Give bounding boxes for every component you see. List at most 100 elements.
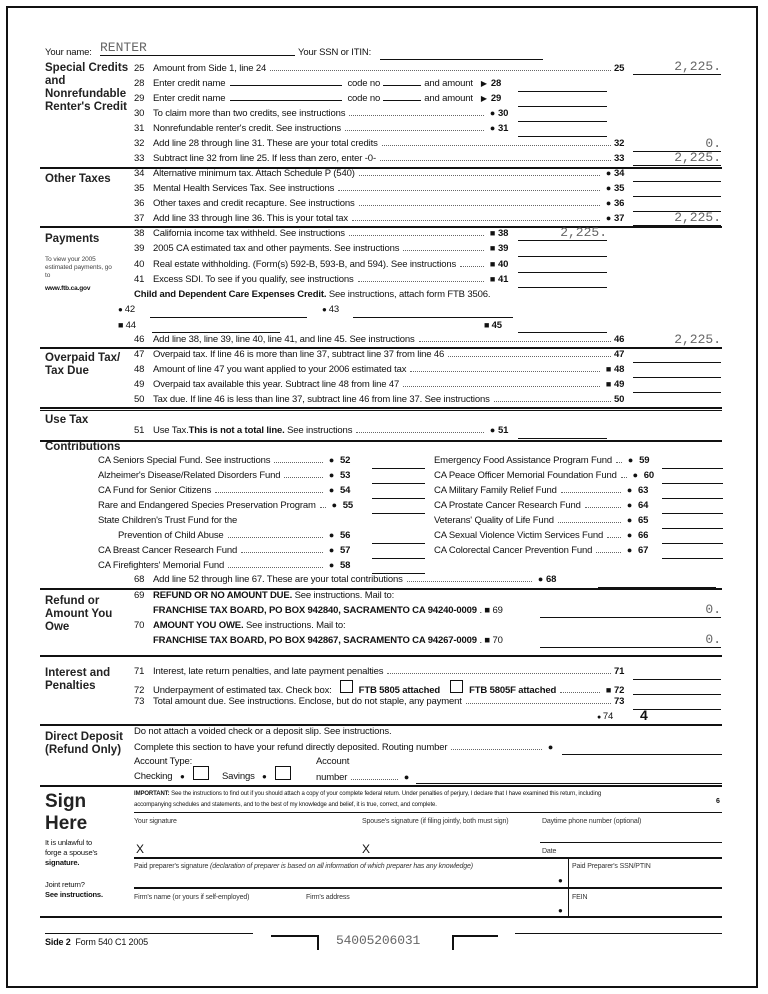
line-number: 38 [134, 228, 145, 239]
childcare-note: See instructions, attach form FTB 3506. [326, 289, 491, 300]
line-number: 64 [638, 500, 649, 511]
line-number-right: 30 [498, 108, 509, 119]
contribution-row: CA Colorectal Cancer Prevention Fund ● 67 [434, 544, 656, 557]
line-41-amount[interactable] [518, 287, 607, 288]
line-68-amount[interactable] [598, 587, 716, 588]
contribution-amount-field[interactable] [662, 528, 723, 529]
your-signature-field[interactable]: X [136, 842, 144, 856]
contribution-amount-field[interactable] [372, 558, 425, 559]
phone-field[interactable] [540, 842, 722, 843]
bullet-icon: ● [489, 425, 496, 435]
credit-name-field[interactable] [230, 85, 343, 86]
warn-line: signature. [45, 858, 80, 867]
contribution-amount-field[interactable] [372, 513, 425, 514]
contribution-amount-field[interactable] [662, 483, 723, 484]
line-number: 54 [340, 485, 351, 496]
line-42-field[interactable] [150, 317, 307, 318]
line-number: 28 [134, 78, 145, 89]
account-number-field[interactable] [416, 783, 722, 784]
credit-name-field[interactable] [230, 100, 343, 101]
line-number: 53 [340, 470, 351, 481]
savings-checkbox[interactable] [275, 766, 291, 780]
contribution-amount-field[interactable] [372, 483, 425, 484]
payments-note: To view your 2005 estimated payments, go… [45, 256, 112, 279]
section-use-tax: Use Tax [45, 414, 89, 426]
square-icon: ■ [489, 274, 496, 284]
line-43-field[interactable] [353, 317, 513, 318]
line-30: 30 To claim more than two credits, see in… [134, 107, 516, 120]
contribution-amount-field[interactable] [662, 543, 723, 544]
line-desc: 2005 CA estimated tax and other payments… [153, 243, 400, 254]
contribution-amount-field[interactable] [372, 468, 425, 469]
code-field[interactable] [383, 100, 422, 101]
line-number: 70 [134, 620, 145, 631]
bullet-icon: ● [626, 515, 633, 525]
bullet-icon: ● [627, 455, 634, 465]
line-46-amount[interactable]: 2,225. [674, 332, 721, 347]
line-74: ● 74 [597, 711, 613, 724]
line-71-amount[interactable] [633, 679, 721, 680]
line-25-amount[interactable]: 2,225. [633, 60, 721, 75]
contribution-row: CA Sexual Violence Victim Services Fund ●… [434, 529, 656, 542]
spouse-signature-field[interactable]: X [362, 842, 370, 856]
line-28: 28 Enter credit name code no and amount ▶ 28 [134, 77, 501, 90]
line-45-field[interactable] [518, 332, 607, 333]
ftb-5805f-checkbox[interactable] [450, 680, 464, 693]
line-33-amount[interactable]: 2,225. [633, 151, 721, 166]
contribution-amount-field[interactable] [662, 513, 723, 514]
line-39-amount[interactable] [518, 256, 607, 257]
line-number: 51 [134, 425, 145, 436]
line-desc-bold: This is not a total line. [188, 425, 285, 436]
square-icon: ■ [489, 228, 496, 238]
line-38-amount[interactable]: 2,225. [518, 226, 607, 241]
routing-label: Complete this section to have your refun… [134, 742, 448, 753]
line-49: 49 Overpaid tax available this year. Subt… [134, 378, 632, 391]
divider [40, 724, 722, 726]
line-74-value[interactable]: 4 [640, 707, 648, 723]
form-label: Form 540 C1 2005 [75, 937, 148, 947]
contribution-amount-field[interactable] [662, 498, 723, 499]
line-43: ● 43 [322, 304, 339, 316]
line-73-amount[interactable] [633, 709, 721, 710]
code-field[interactable] [383, 85, 422, 86]
section-payments: Payments [45, 233, 100, 245]
line-34-amount[interactable] [633, 181, 721, 182]
line-70: 70 AMOUNT YOU OWE. See instructions. Mail… [134, 620, 346, 632]
checking-checkbox[interactable] [193, 766, 209, 780]
line-51-amount[interactable] [518, 438, 607, 439]
name-field[interactable]: RENTER [100, 41, 295, 56]
contribution-amount-field[interactable] [372, 573, 425, 574]
contribution-amount-field[interactable] [372, 543, 425, 544]
line-36-amount[interactable] [633, 211, 721, 212]
bullet-icon: ● [328, 470, 335, 480]
contribution-amount-field[interactable] [662, 468, 723, 469]
routing-number-field[interactable] [562, 754, 722, 755]
contribution-amount-field[interactable] [662, 558, 723, 559]
line-72-amount[interactable] [633, 694, 721, 695]
ftb-5805-checkbox[interactable] [339, 680, 353, 693]
line-37-amount[interactable]: 2,225. [633, 211, 721, 226]
line-44-field[interactable] [152, 332, 280, 333]
line-40-amount[interactable] [518, 272, 607, 273]
line-49-amount[interactable] [633, 392, 721, 393]
fein-label: FEIN [572, 894, 588, 901]
line-48-amount[interactable] [633, 377, 721, 378]
line-38: 38 California income tax withheld. See in… [134, 227, 516, 240]
contribution-amount-field[interactable] [372, 498, 425, 499]
ftb-link[interactable]: www.ftb.ca.gov [45, 285, 91, 292]
contribution-label: CA Peace Officer Memorial Foundation Fun… [434, 470, 617, 481]
line-number-right: 39 [498, 243, 509, 254]
line-70-amount[interactable]: 0. [540, 633, 721, 648]
line-30-amount[interactable] [518, 121, 607, 122]
line-37: 37 Add line 33 through line 36. This is y… [134, 212, 632, 225]
line-28-amount[interactable] [518, 91, 607, 92]
line-69-amount[interactable]: 0. [540, 603, 721, 618]
line-35-amount[interactable] [633, 196, 721, 197]
line-47-amount[interactable] [633, 362, 721, 363]
line-50: 50 Tax due. If line 46 is less than line … [134, 393, 632, 406]
line-31-amount[interactable] [518, 136, 607, 137]
line-32-amount[interactable]: 0. [633, 137, 721, 152]
line-desc: Add line 33 through line 36. This is you… [153, 213, 348, 224]
line-29-amount[interactable] [518, 106, 607, 107]
ssn-field[interactable] [380, 45, 543, 60]
